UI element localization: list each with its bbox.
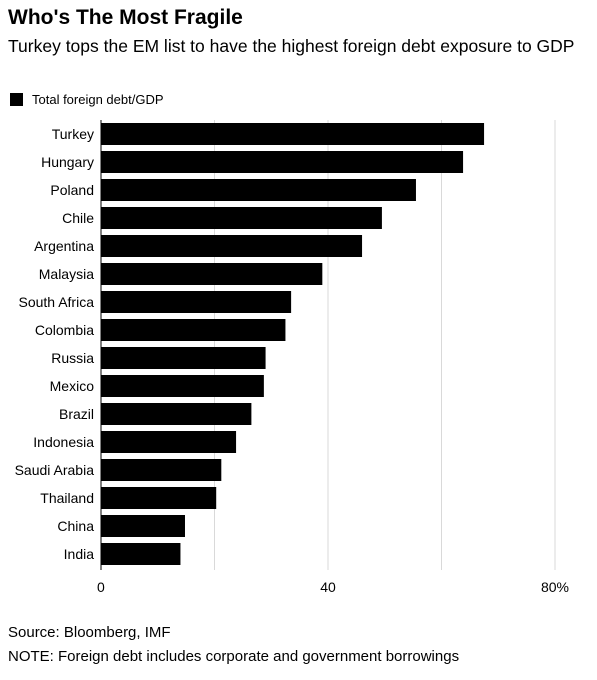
chart-subtitle: Turkey tops the EM list to have the high… <box>8 36 575 56</box>
bar <box>101 487 217 509</box>
category-label: South Africa <box>19 294 95 310</box>
legend-swatch <box>10 93 23 106</box>
category-label: Saudi Arabia <box>15 462 95 478</box>
bar <box>101 403 252 425</box>
bar <box>101 179 416 201</box>
bar <box>101 123 485 145</box>
category-label: Russia <box>51 350 94 366</box>
bar <box>101 263 323 285</box>
category-label: Chile <box>62 210 94 226</box>
bar <box>101 235 363 257</box>
bar <box>101 459 222 481</box>
bar-chart: Turkey Hungary Poland Chile Argentina Malaysi… <box>15 120 569 595</box>
bars <box>101 123 485 565</box>
x-tick-label: 40 <box>320 579 336 595</box>
category-label: Colombia <box>35 322 94 338</box>
category-label: China <box>57 518 94 534</box>
bar <box>101 319 286 341</box>
legend-label: Total foreign debt/GDP <box>32 92 164 107</box>
x-tick-label: 0 <box>97 579 105 595</box>
category-label: Brazil <box>59 406 94 422</box>
source-note: Source: Bloomberg, IMF <box>8 624 171 641</box>
legend: Total foreign debt/GDP <box>10 92 164 107</box>
category-labels: Turkey Hungary Poland Chile Argentina Malaysi… <box>15 126 95 562</box>
category-label: Indonesia <box>33 434 94 450</box>
bar <box>101 291 292 313</box>
category-label: Poland <box>50 182 94 198</box>
bar <box>101 431 237 453</box>
bar <box>101 347 266 369</box>
chart-title: Who's The Most Fragile <box>8 6 243 29</box>
category-label: Turkey <box>52 126 94 142</box>
category-label: Thailand <box>40 490 94 506</box>
bar <box>101 543 181 565</box>
bar <box>101 515 185 537</box>
category-label: Argentina <box>34 238 94 254</box>
bar <box>101 207 382 229</box>
x-tick-label: 80% <box>541 579 569 595</box>
category-label: Hungary <box>41 154 94 170</box>
category-label: Mexico <box>50 378 95 394</box>
bar <box>101 151 464 173</box>
footnote: NOTE: Foreign debt includes corporate an… <box>8 648 460 665</box>
category-label: India <box>64 546 95 562</box>
bar <box>101 375 264 397</box>
x-axis-ticks: 0 40 80% <box>97 579 569 595</box>
category-label: Malaysia <box>39 266 94 282</box>
